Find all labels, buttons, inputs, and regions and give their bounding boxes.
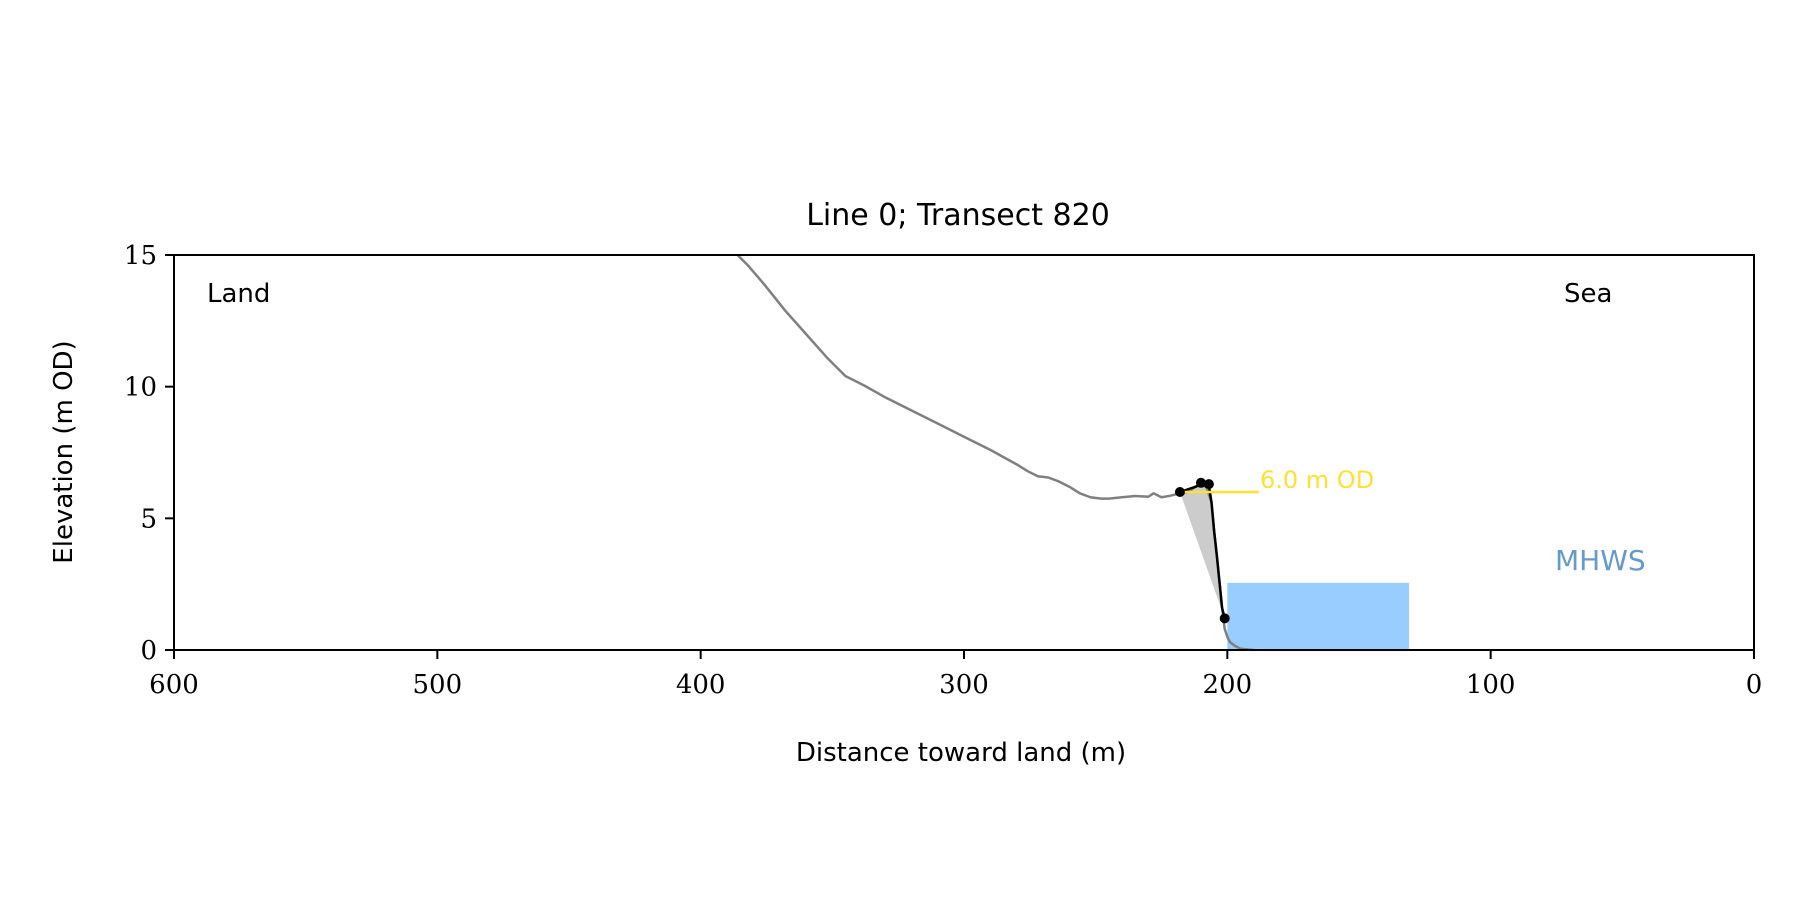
- x-tick-label-0: 0: [1746, 670, 1763, 700]
- y-tick-label-0: 0: [140, 636, 157, 666]
- od-level-label: 6.0 m OD: [1260, 466, 1374, 494]
- land-label: Land: [207, 279, 270, 309]
- mhws-band: [1227, 582, 1410, 650]
- shaded-feature-area: [1179, 482, 1225, 619]
- feature-point-1: [1196, 477, 1206, 488]
- x-axis-label: Distance toward land (m): [796, 738, 1126, 768]
- y-axis-label: Elevation (m OD): [49, 340, 79, 563]
- x-tick-label-600: 600: [149, 670, 199, 700]
- plot-area: [736, 254, 1410, 652]
- feature-point-3: [1219, 613, 1230, 624]
- feature-point-0: [1174, 487, 1185, 497]
- sea-label: Sea: [1564, 279, 1612, 309]
- feature-point-2: [1203, 479, 1214, 490]
- x-tick-label-300: 300: [939, 670, 989, 700]
- y-tick-label-10: 10: [124, 373, 157, 403]
- plot-frame: [173, 254, 1755, 651]
- x-axis: 600 500 400 300 200 100 0: [149, 650, 1762, 700]
- chart-title: Line 0; Transect 820: [806, 198, 1110, 233]
- series-line-profile: [736, 254, 1254, 652]
- y-tick-label-5: 5: [140, 504, 157, 534]
- x-tick-label-500: 500: [413, 670, 463, 700]
- x-tick-label-200: 200: [1203, 670, 1253, 700]
- mhws-label: MHWS: [1555, 544, 1646, 577]
- x-tick-label-100: 100: [1466, 670, 1516, 700]
- y-tick-label-15: 15: [124, 241, 157, 271]
- x-tick-label-400: 400: [676, 670, 726, 700]
- y-axis: 0 5 10 15: [124, 241, 174, 666]
